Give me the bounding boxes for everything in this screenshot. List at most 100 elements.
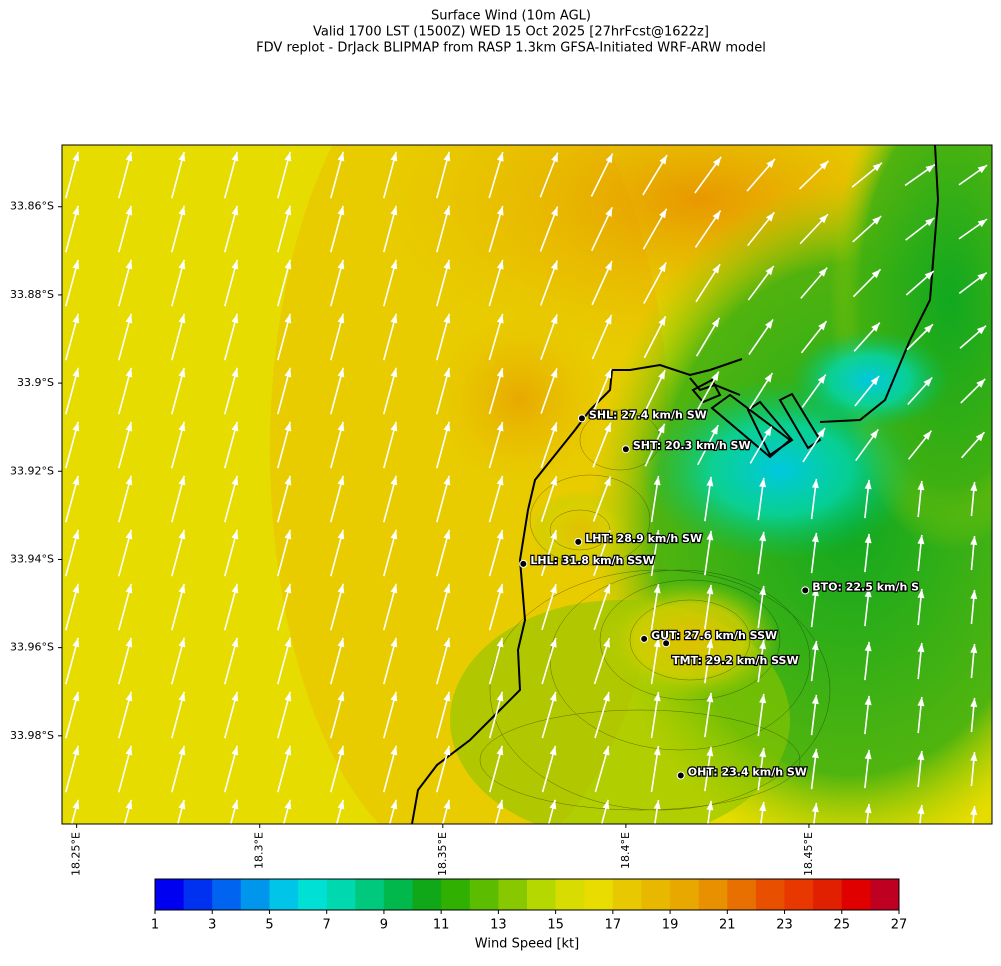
wind-arrow-head xyxy=(390,529,398,540)
wind-arrow-head xyxy=(604,314,612,325)
wind-arrow-head xyxy=(871,322,880,332)
wind-arrow-head xyxy=(976,325,986,335)
wind-arrow-head xyxy=(970,805,978,816)
wind-arrow-head xyxy=(551,206,558,217)
x-tick-label: 18.25°E xyxy=(70,832,83,876)
colorbar-bin xyxy=(298,879,328,910)
map-field xyxy=(62,145,992,824)
wind-arrow-head xyxy=(706,530,714,541)
wind-arrow-head xyxy=(125,475,133,486)
wind-arrow-head xyxy=(549,691,557,702)
wind-arrow-head xyxy=(337,259,345,270)
wind-arrow-head xyxy=(284,691,292,702)
wind-arrow-head xyxy=(925,217,935,227)
x-tick-label: 18.35°E xyxy=(436,832,449,876)
wind-arrow-head xyxy=(496,151,504,162)
wind-arrow-head xyxy=(970,751,978,762)
wind-arrow-head xyxy=(765,212,775,222)
wind-arrow-head xyxy=(658,369,666,380)
colorbar-bin xyxy=(727,879,757,910)
wind-arrow-head xyxy=(496,691,504,702)
wind-arrow-head xyxy=(337,421,345,432)
colorbar-bin xyxy=(584,879,614,910)
wind-arrow-head xyxy=(178,421,186,432)
wind-arrow-head xyxy=(72,205,80,216)
wind-arrow-head xyxy=(443,691,451,702)
wind-arrow-head xyxy=(72,313,80,324)
wind-arrow-head xyxy=(72,367,80,378)
wind-arrow-head xyxy=(917,804,925,815)
wind-arrow-head xyxy=(125,367,133,378)
wind-arrow-head xyxy=(72,421,80,432)
wind-arrow-head xyxy=(125,529,133,540)
station-label: SHL: 27.4 km/h SW xyxy=(589,408,707,421)
wind-arrow-head xyxy=(653,529,661,540)
colorbar-bin xyxy=(698,879,728,910)
colorbar-tick-label: 17 xyxy=(605,918,622,933)
wind-arrow-head xyxy=(443,529,451,540)
wind-arrow-head xyxy=(72,151,80,162)
y-tick-label: 33.88°S xyxy=(10,288,54,301)
wind-arrow-head xyxy=(284,583,292,594)
wind-arrow-head xyxy=(706,800,714,811)
wind-arrow-head xyxy=(390,205,398,216)
colorbar-tick-label: 9 xyxy=(380,918,388,933)
colorbar-tick-label: 19 xyxy=(662,918,679,933)
wind-arrow-head xyxy=(811,748,819,759)
wind-arrows xyxy=(65,151,988,824)
wind-arrow-head xyxy=(917,642,925,653)
colorbar-bin xyxy=(498,879,528,910)
wind-arrow-head xyxy=(337,151,345,162)
wind-arrow-head xyxy=(231,529,239,540)
wind-arrow-head xyxy=(710,425,719,435)
wind-arrow-head xyxy=(602,745,610,756)
wind-arrow-head xyxy=(125,745,133,756)
colorbar-tick-label: 3 xyxy=(208,918,216,933)
wind-arrow-head xyxy=(970,697,978,708)
wind-arrow-head xyxy=(125,151,133,162)
wind-arrow-head xyxy=(924,271,934,280)
colorbar-label: Wind Speed [kt] xyxy=(475,937,579,952)
wind-arrow-head xyxy=(871,269,881,279)
wind-arrow-head xyxy=(337,367,345,378)
wind-arrow-head xyxy=(970,589,978,600)
wind-arrow-head xyxy=(550,260,558,271)
wind-arrow-head xyxy=(443,745,451,756)
wind-arrow-head xyxy=(658,316,666,326)
colorbar-bin xyxy=(527,879,557,910)
wind-arrow-head xyxy=(970,481,978,492)
wind-arrow-head xyxy=(550,314,558,325)
wind-arrow-head xyxy=(712,156,722,167)
wind-arrow-head xyxy=(817,374,826,384)
wind-arrow-head xyxy=(759,477,767,488)
y-tick-label: 33.86°S xyxy=(10,200,54,213)
wind-arrow-head xyxy=(231,475,239,486)
colorbar-bin xyxy=(870,879,900,910)
wind-arrow-head xyxy=(231,799,239,810)
wind-arrow-head xyxy=(976,378,986,388)
wind-arrow-head xyxy=(443,151,451,162)
y-tick-label: 33.98°S xyxy=(10,729,54,742)
harbour-outline xyxy=(691,378,822,459)
wind-arrow-head xyxy=(284,745,292,756)
colorbar-bin xyxy=(155,879,185,910)
wind-arrow-head xyxy=(659,155,668,165)
wind-arrow-head xyxy=(923,430,932,441)
wind-arrow-head xyxy=(178,367,186,378)
station-point xyxy=(574,537,583,546)
wind-arrow-head xyxy=(72,799,80,810)
wind-arrow-head xyxy=(178,637,186,648)
wind-arrow-head xyxy=(337,205,345,216)
wind-arrow-head xyxy=(443,583,451,594)
x-tick-label: 18.45°E xyxy=(802,832,815,876)
colorbar-bin xyxy=(355,879,385,910)
wind-arrow-head xyxy=(811,586,819,597)
wind-arrow-head xyxy=(970,643,978,654)
wind-arrow-head xyxy=(443,637,451,648)
colorbar-tick-label: 27 xyxy=(891,918,908,933)
wind-arrow-head xyxy=(178,583,186,594)
wind-arrow-head xyxy=(550,530,557,540)
wind-arrow-head xyxy=(284,151,292,162)
wind-arrow-head xyxy=(811,478,819,489)
station-label: LHT: 28.9 km/h SW xyxy=(585,532,702,545)
